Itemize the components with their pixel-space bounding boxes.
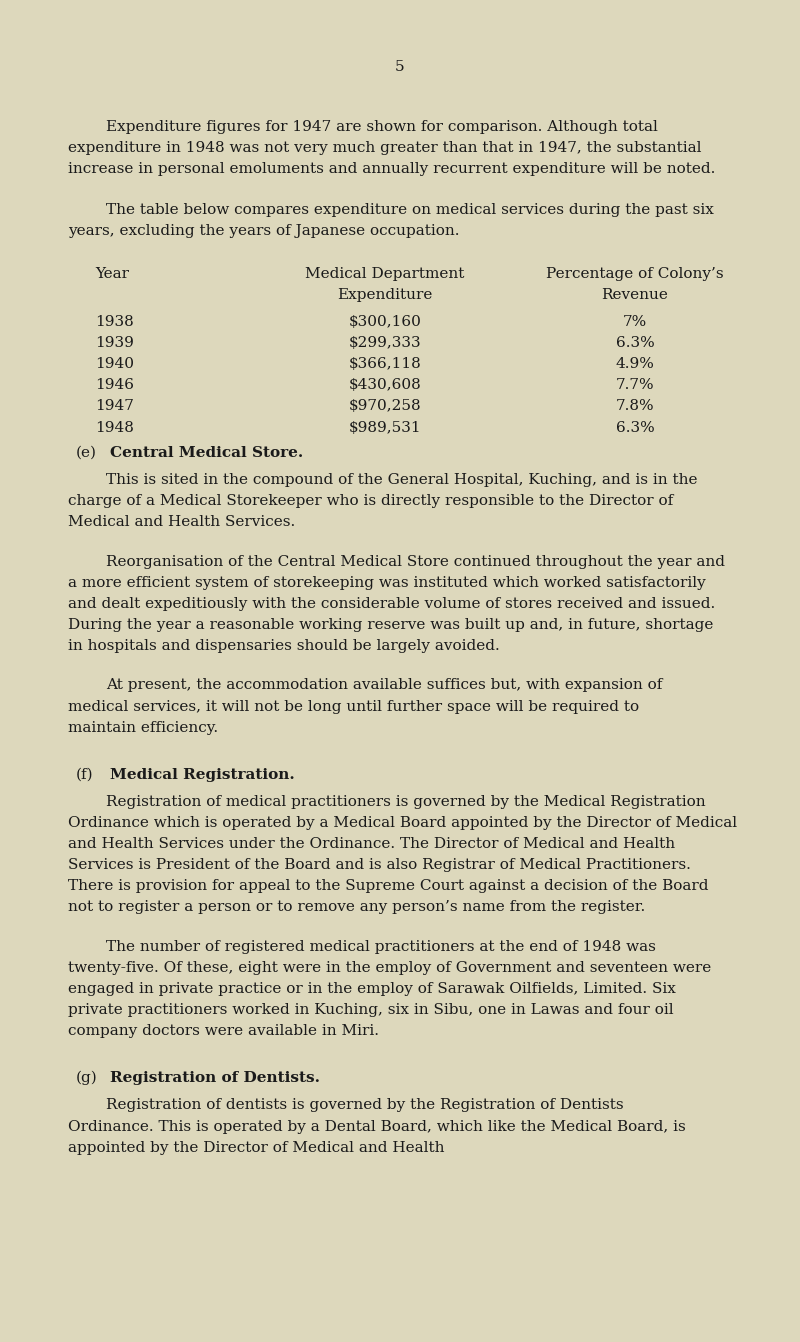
Text: Revenue: Revenue bbox=[602, 287, 669, 302]
Text: expenditure in 1948 was not very much greater than that in 1947, the substantial: expenditure in 1948 was not very much gr… bbox=[68, 141, 702, 156]
Text: At present, the accommodation available suffices but, with expansion of: At present, the accommodation available … bbox=[106, 679, 662, 692]
Text: 7.7%: 7.7% bbox=[616, 378, 654, 392]
Text: $366,118: $366,118 bbox=[349, 357, 422, 372]
Text: $299,333: $299,333 bbox=[349, 337, 422, 350]
Text: Services is President of the Board and is also Registrar of Medical Practitioner: Services is President of the Board and i… bbox=[68, 859, 691, 872]
Text: 1939: 1939 bbox=[95, 337, 134, 350]
Text: Ordinance which is operated by a Medical Board appointed by the Director of Medi: Ordinance which is operated by a Medical… bbox=[68, 816, 737, 831]
Text: Registration of dentists is governed by the Registration of Dentists: Registration of dentists is governed by … bbox=[106, 1098, 624, 1113]
Text: There is provision for appeal to the Supreme Court against a decision of the Boa: There is provision for appeal to the Sup… bbox=[68, 879, 709, 894]
Text: Medical Registration.: Medical Registration. bbox=[110, 768, 294, 781]
Text: Reorganisation of the Central Medical Store continued throughout the year and: Reorganisation of the Central Medical St… bbox=[106, 554, 725, 569]
Text: 5: 5 bbox=[395, 60, 405, 74]
Text: 7.8%: 7.8% bbox=[616, 400, 654, 413]
Text: engaged in private practice or in the employ of Sarawak Oilfields, Limited. Six: engaged in private practice or in the em… bbox=[68, 982, 676, 996]
Text: Expenditure figures for 1947 are shown for comparison. Although total: Expenditure figures for 1947 are shown f… bbox=[106, 121, 658, 134]
Text: Central Medical Store.: Central Medical Store. bbox=[110, 446, 303, 460]
Text: a more efficient system of storekeeping was instituted which worked satisfactori: a more efficient system of storekeeping … bbox=[68, 576, 706, 590]
Text: $300,160: $300,160 bbox=[349, 315, 422, 329]
Text: increase in personal emoluments and annually recurrent expenditure will be noted: increase in personal emoluments and annu… bbox=[68, 162, 715, 176]
Text: in hospitals and dispensaries should be largely avoided.: in hospitals and dispensaries should be … bbox=[68, 639, 500, 654]
Text: (f): (f) bbox=[76, 768, 94, 781]
Text: Expenditure: Expenditure bbox=[338, 287, 433, 302]
Text: The table below compares expenditure on medical services during the past six: The table below compares expenditure on … bbox=[106, 203, 714, 217]
Text: private practitioners worked in Kuching, six in Sibu, one in Lawas and four oil: private practitioners worked in Kuching,… bbox=[68, 1002, 674, 1017]
Text: 1940: 1940 bbox=[95, 357, 134, 372]
Text: twenty-five. Of these, eight were in the employ of Government and seventeen were: twenty-five. Of these, eight were in the… bbox=[68, 961, 711, 974]
Text: The number of registered medical practitioners at the end of 1948 was: The number of registered medical practit… bbox=[106, 939, 656, 954]
Text: (e): (e) bbox=[76, 446, 97, 460]
Text: Percentage of Colony’s: Percentage of Colony’s bbox=[546, 267, 724, 280]
Text: This is sited in the compound of the General Hospital, Kuching, and is in the: This is sited in the compound of the Gen… bbox=[106, 474, 698, 487]
Text: Ordinance. This is operated by a Dental Board, which like the Medical Board, is: Ordinance. This is operated by a Dental … bbox=[68, 1119, 686, 1134]
Text: 6.3%: 6.3% bbox=[616, 337, 654, 350]
Text: 1947: 1947 bbox=[95, 400, 134, 413]
Text: 7%: 7% bbox=[623, 315, 647, 329]
Text: charge of a Medical Storekeeper who is directly responsible to the Director of: charge of a Medical Storekeeper who is d… bbox=[68, 494, 674, 509]
Text: and dealt expeditiously with the considerable volume of stores received and issu: and dealt expeditiously with the conside… bbox=[68, 597, 715, 611]
Text: (g): (g) bbox=[76, 1071, 98, 1086]
Text: 1938: 1938 bbox=[95, 315, 134, 329]
Text: company doctors were available in Miri.: company doctors were available in Miri. bbox=[68, 1024, 379, 1039]
Text: 6.3%: 6.3% bbox=[616, 420, 654, 435]
Text: Registration of Dentists.: Registration of Dentists. bbox=[110, 1071, 320, 1086]
Text: During the year a reasonable working reserve was built up and, in future, shorta: During the year a reasonable working res… bbox=[68, 619, 714, 632]
Text: Medical Department: Medical Department bbox=[306, 267, 465, 280]
Text: 4.9%: 4.9% bbox=[615, 357, 654, 372]
Text: Medical and Health Services.: Medical and Health Services. bbox=[68, 515, 295, 529]
Text: medical services, it will not be long until further space will be required to: medical services, it will not be long un… bbox=[68, 699, 639, 714]
Text: not to register a person or to remove any person’s name from the register.: not to register a person or to remove an… bbox=[68, 900, 646, 914]
Text: $989,531: $989,531 bbox=[349, 420, 422, 435]
Text: and Health Services under the Ordinance. The Director of Medical and Health: and Health Services under the Ordinance.… bbox=[68, 837, 675, 851]
Text: $970,258: $970,258 bbox=[349, 400, 422, 413]
Text: $430,608: $430,608 bbox=[349, 378, 422, 392]
Text: appointed by the Director of Medical and Health: appointed by the Director of Medical and… bbox=[68, 1141, 445, 1154]
Text: years, excluding the years of Japanese occupation.: years, excluding the years of Japanese o… bbox=[68, 224, 459, 238]
Text: 1946: 1946 bbox=[95, 378, 134, 392]
Text: Registration of medical practitioners is governed by the Medical Registration: Registration of medical practitioners is… bbox=[106, 794, 706, 809]
Text: 1948: 1948 bbox=[95, 420, 134, 435]
Text: maintain efficiency.: maintain efficiency. bbox=[68, 721, 218, 734]
Text: Year: Year bbox=[95, 267, 129, 280]
